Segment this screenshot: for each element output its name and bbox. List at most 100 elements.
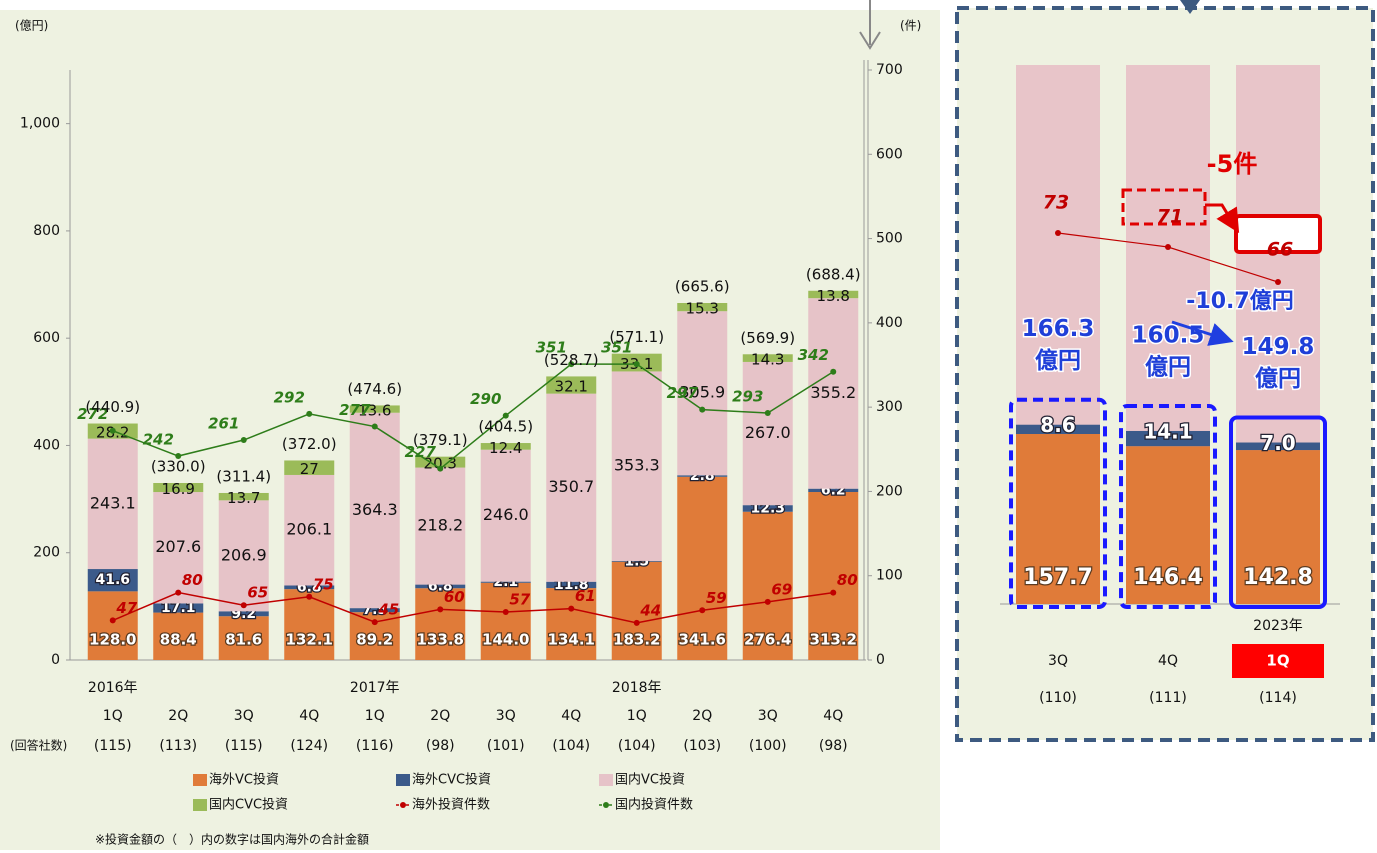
respondents: (104) — [618, 738, 656, 754]
respondents: (124) — [290, 738, 328, 754]
bar-segment — [87, 438, 138, 570]
bar-segment — [611, 560, 662, 562]
point — [764, 410, 771, 417]
point — [371, 619, 378, 626]
annotation: -5件 — [1207, 150, 1258, 178]
y2-axis-label: (件) — [900, 19, 921, 33]
respondents: (115) — [225, 738, 263, 754]
y-axis-label: (億円) — [15, 19, 48, 33]
data-label: 20.3 — [424, 455, 457, 473]
data-label: 7.0 — [1260, 431, 1295, 455]
respondents: (103) — [683, 738, 721, 754]
x-tick-label: 1Q — [1266, 652, 1289, 670]
data-label: 206.9 — [221, 545, 267, 564]
respondents: (110) — [1039, 690, 1077, 706]
data-label: 355.2 — [810, 383, 856, 402]
y2-tick-label: 600 — [876, 146, 903, 162]
point — [568, 605, 575, 612]
point — [240, 437, 247, 444]
data-label: 32.1 — [555, 378, 588, 396]
y-tick-label: 800 — [33, 223, 60, 239]
data-label: 242 — [143, 431, 174, 449]
data-label: 142.8 — [1243, 565, 1313, 590]
legend-swatch — [603, 802, 609, 808]
data-label: 15.3 — [686, 300, 719, 318]
data-label: 69 — [771, 580, 792, 598]
bar-segment — [415, 584, 466, 589]
total-unit: 億円 — [1035, 347, 1081, 374]
point — [633, 619, 640, 626]
point — [502, 608, 509, 615]
bar-segment — [546, 588, 597, 660]
legend-label: 国内投資件数 — [615, 797, 693, 813]
total-label: (528.7) — [544, 351, 599, 369]
data-label: 16.9 — [162, 480, 195, 498]
bar-segment — [611, 371, 662, 561]
total-label: (311.4) — [216, 467, 271, 485]
data-label: 243.1 — [90, 493, 136, 512]
arrow — [1171, 320, 1234, 346]
year-label: 2018年 — [612, 680, 662, 696]
bar-segment — [415, 456, 466, 468]
highlight-box — [1009, 397, 1107, 609]
bar-segment — [611, 561, 662, 660]
point — [830, 589, 837, 596]
bar-segment — [1236, 450, 1320, 604]
total-label: 149.8 — [1242, 334, 1315, 360]
data-label: 14.3 — [751, 351, 784, 369]
data-label: 128.0 — [89, 631, 136, 649]
total-label: (379.1) — [413, 431, 468, 449]
bar-segment — [218, 616, 269, 660]
point — [371, 423, 378, 430]
data-label: 13.8 — [817, 287, 850, 305]
data-label: 351 — [601, 339, 632, 357]
data-label: 61 — [575, 587, 596, 605]
legend-swatch — [400, 802, 406, 808]
bar-segment — [1016, 433, 1100, 604]
data-label: 132.1 — [286, 631, 333, 649]
x-tick-label: 1Q — [365, 708, 385, 724]
total-label: (440.9) — [85, 398, 140, 416]
legend-swatch — [599, 774, 613, 786]
bar-segment — [808, 298, 859, 489]
bar-segment — [218, 611, 269, 617]
bar-segment — [284, 474, 335, 586]
point — [437, 606, 444, 613]
bar-segment — [284, 460, 335, 475]
data-label: 133.8 — [417, 631, 464, 649]
y2-tick-label: 100 — [876, 568, 903, 584]
data-label: 12.4 — [489, 439, 522, 457]
bar-segment — [1016, 424, 1100, 434]
bar-segment — [480, 449, 531, 582]
year-label: 2016年 — [88, 680, 138, 696]
category-highlight — [1232, 644, 1324, 678]
data-label: 292 — [274, 388, 305, 406]
bar-segment — [1236, 442, 1320, 451]
data-label: 89.2 — [356, 631, 393, 649]
y-tick-label: 600 — [33, 330, 60, 346]
y-tick-label: 400 — [33, 437, 60, 453]
respondents: (115) — [94, 738, 132, 754]
respondents: (114) — [1259, 690, 1297, 706]
bar-segment — [415, 588, 466, 660]
data-label: 276.4 — [744, 631, 791, 649]
x-tick-label: 3Q — [758, 708, 778, 724]
legend-label: 海外CVC投資 — [412, 772, 491, 788]
point — [699, 406, 706, 413]
data-label: 305.9 — [679, 383, 725, 402]
data-label: 353.3 — [614, 456, 660, 475]
callout-box — [1234, 214, 1322, 254]
bar-segment — [742, 354, 793, 362]
bar-segment — [808, 488, 859, 493]
point — [1055, 230, 1061, 236]
legend-label: 海外投資件数 — [412, 797, 490, 813]
x-tick-label: 3Q — [1048, 653, 1068, 669]
legend-label: 国内VC投資 — [615, 772, 685, 788]
year-label: 2023年 — [1253, 618, 1303, 634]
point — [240, 602, 247, 609]
bar-segment — [153, 492, 204, 604]
legend-label: 海外VC投資 — [209, 772, 279, 788]
data-label: 207.6 — [155, 537, 201, 556]
legend-swatch — [193, 774, 207, 786]
